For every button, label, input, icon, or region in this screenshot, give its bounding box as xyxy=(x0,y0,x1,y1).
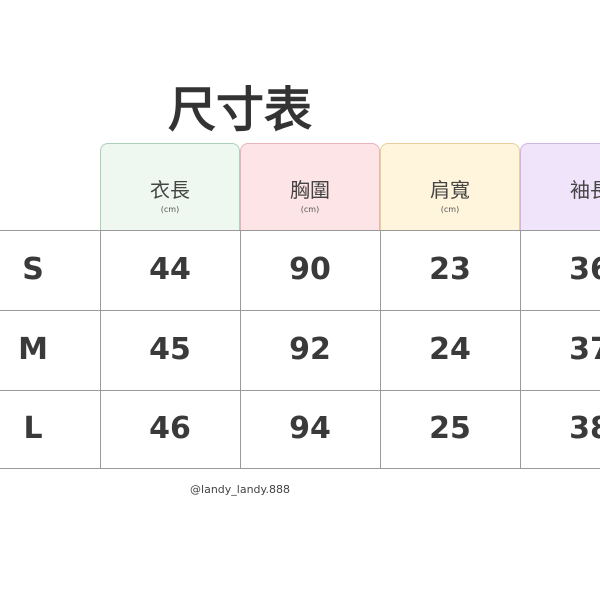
size-value: 24 xyxy=(429,332,471,367)
row-line xyxy=(0,468,600,469)
size-value: 92 xyxy=(289,332,331,367)
column-line xyxy=(520,230,521,468)
row-line xyxy=(0,310,600,311)
column-line xyxy=(380,230,381,468)
column-label: 肩寬 xyxy=(430,178,470,202)
column-unit: (cm) xyxy=(160,205,180,214)
size-label: L xyxy=(23,411,43,446)
size-value: 25 xyxy=(429,411,471,446)
size-value: 37 xyxy=(569,332,600,367)
row-line xyxy=(0,390,600,391)
title: 尺寸表 xyxy=(167,82,312,138)
column-header: 肩寬 (cm) xyxy=(380,143,520,231)
column-label: 胸圍 xyxy=(290,178,330,202)
size-value: 44 xyxy=(149,252,191,287)
column-label: 衣長 xyxy=(150,178,190,202)
size-label: S xyxy=(22,252,44,287)
column-unit: (cm) xyxy=(440,205,460,214)
size-value: 23 xyxy=(429,252,471,287)
column-line xyxy=(100,230,101,468)
credit: @landy_landy.888 xyxy=(190,483,290,496)
column-header: 衣長 (cm) xyxy=(100,143,240,231)
size-value: 45 xyxy=(149,332,191,367)
row-line xyxy=(0,230,600,231)
size-value: 90 xyxy=(289,252,331,287)
column-label: 袖長 xyxy=(570,178,600,202)
size-value: 36 xyxy=(569,252,600,287)
column-line xyxy=(240,230,241,468)
size-label: M xyxy=(18,332,48,367)
size-value: 46 xyxy=(149,411,191,446)
column-unit: (cm) xyxy=(300,205,320,214)
column-header: 袖長 xyxy=(520,143,600,231)
size-value: 94 xyxy=(289,411,331,446)
column-header: 胸圍 (cm) xyxy=(240,143,380,231)
size-value: 38 xyxy=(569,411,600,446)
